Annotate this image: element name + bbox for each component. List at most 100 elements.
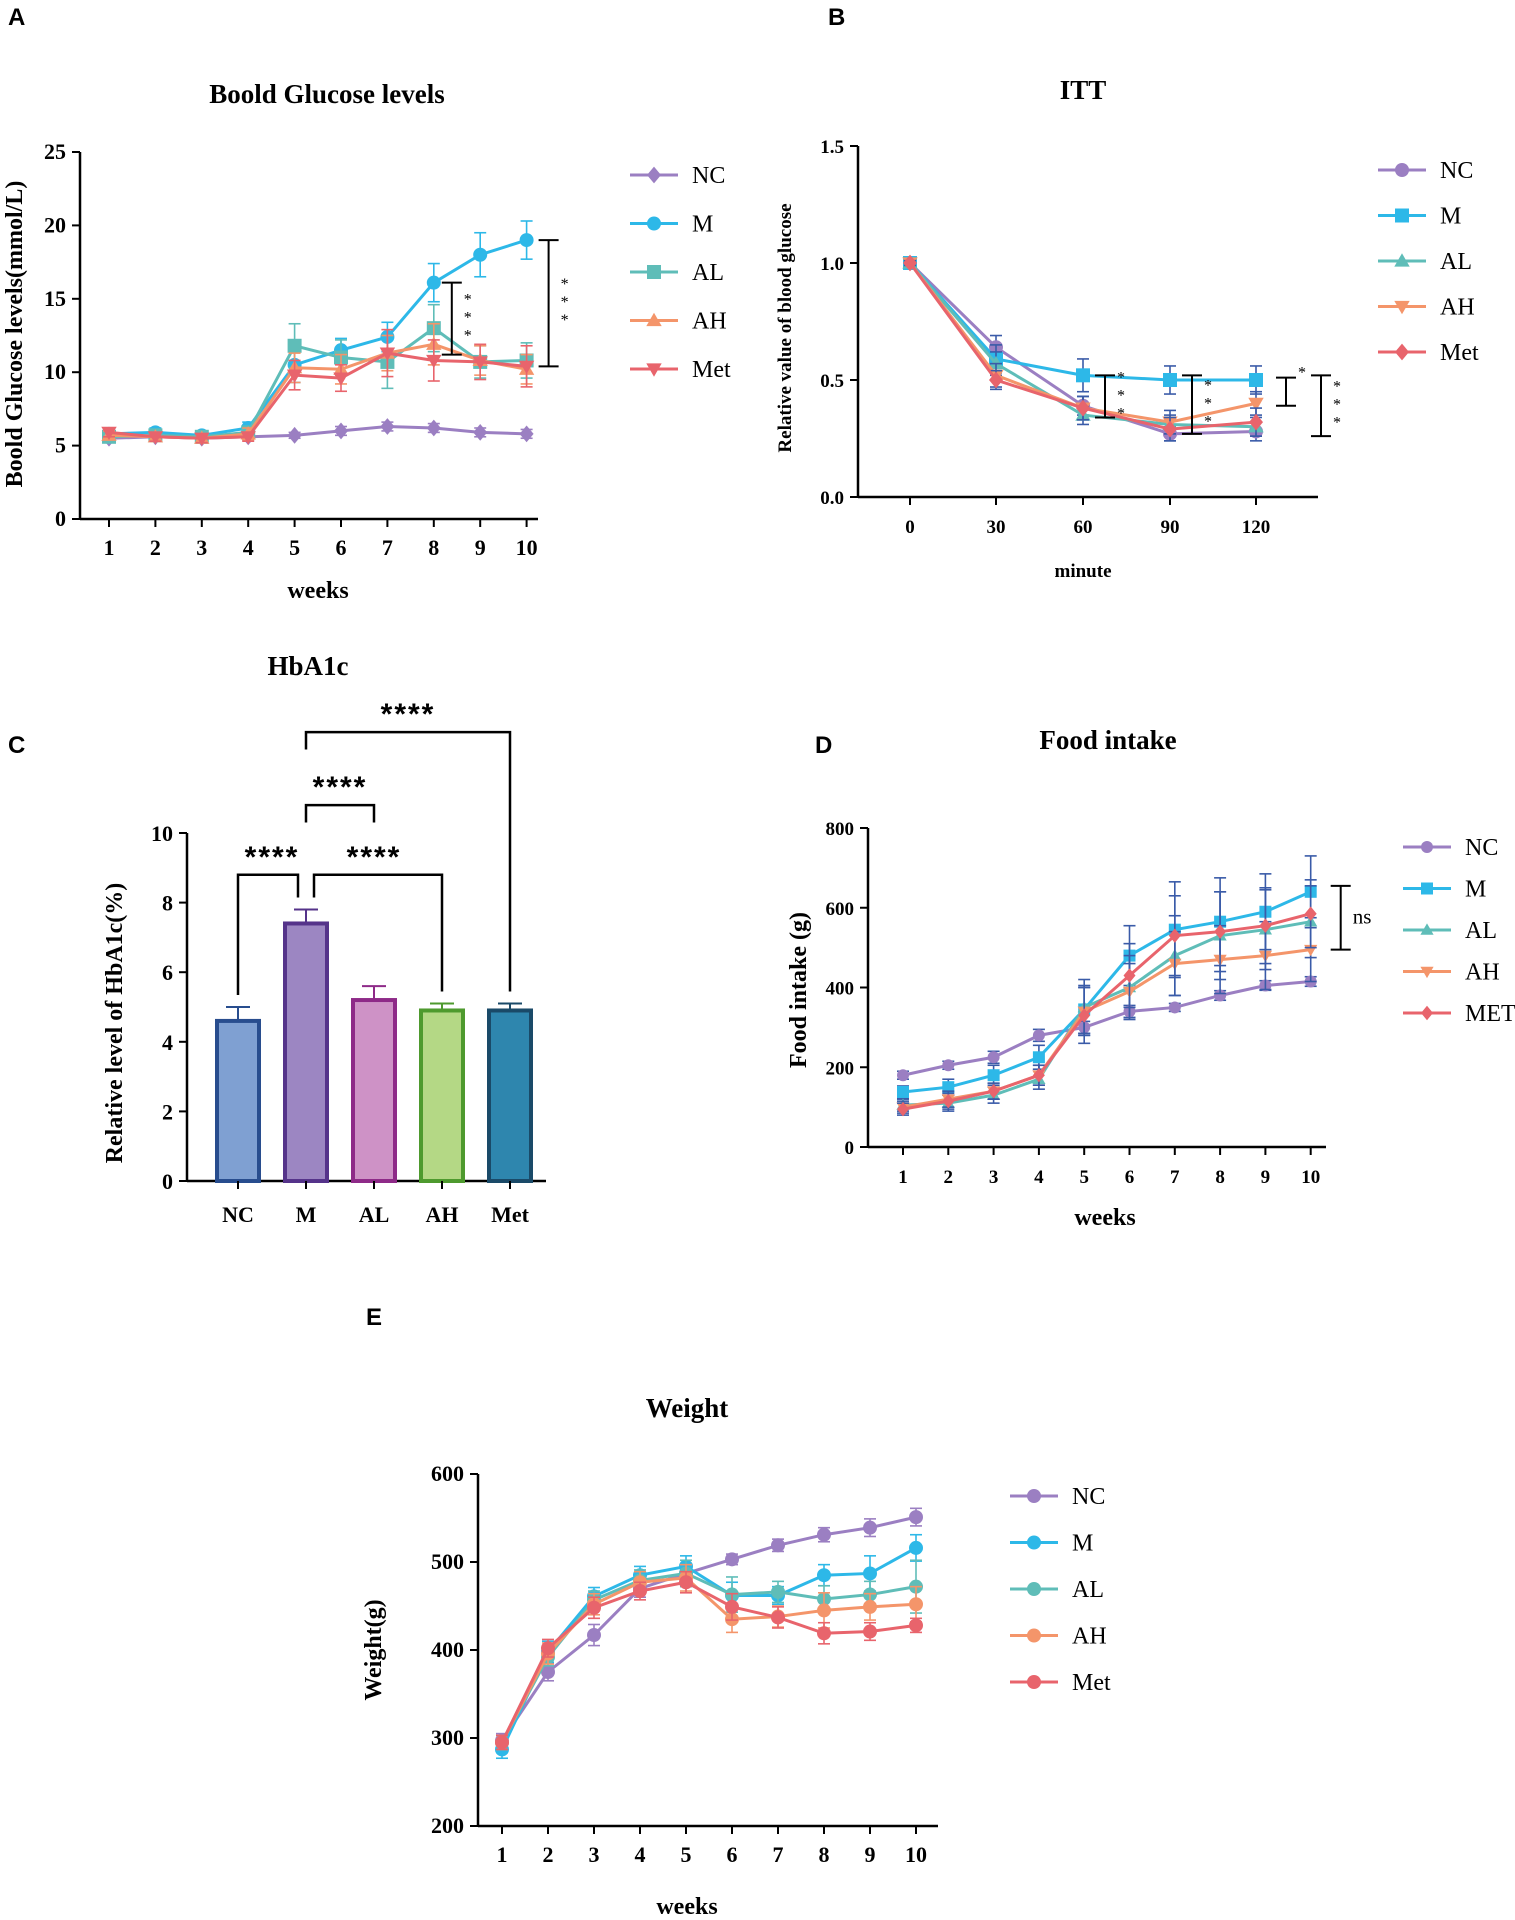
panel-c-significance-bracket: **** xyxy=(236,841,300,995)
panel-e-point-met xyxy=(679,1575,693,1590)
panel-e-y-tick-label: 500 xyxy=(431,1549,464,1574)
panel-a-x-axis-label: weeks xyxy=(287,578,348,604)
panel-a-point-met xyxy=(286,369,303,383)
panel-b-significance-bracket: * * * xyxy=(1182,374,1212,435)
panel-c-y-tick-label: 2 xyxy=(162,1099,173,1124)
panel-e-legend-label: M xyxy=(1072,1531,1093,1557)
panel-d-legend-marker xyxy=(1421,841,1433,853)
panel-d-series-line-met xyxy=(902,912,1312,1111)
panel-b-legend-marker xyxy=(1394,253,1410,267)
panel-b-legend-item-m: M xyxy=(1378,204,1461,230)
panel-a-point-nc xyxy=(473,423,488,441)
panel-b-significance-label: * * * xyxy=(1117,369,1125,422)
panel-b-title: ITT xyxy=(1060,75,1107,105)
panel-c-bar-nc xyxy=(215,1018,261,1183)
panel-d-title: Food intake xyxy=(1039,725,1176,755)
panel-c-y-tick-label: 10 xyxy=(151,821,173,846)
panel-d-point-m xyxy=(942,1081,955,1094)
panel-c-y-tick-label: 0 xyxy=(162,1169,173,1194)
panel-c-title: HbA1c xyxy=(268,651,349,681)
panel-d-legend-item-met: MET xyxy=(1403,1001,1515,1027)
panel-b-y-tick-label: 0.5 xyxy=(820,371,844,392)
panel-b-legend-marker xyxy=(1395,163,1409,177)
panel-c-x-tick-label: AL xyxy=(359,1202,390,1227)
panel-c-significance-label: **** xyxy=(313,771,368,804)
panel-a-x-tick-label: 2 xyxy=(150,535,161,560)
panel-a-x-tick-label: 1 xyxy=(104,535,115,560)
panel-b-point-met xyxy=(1076,399,1090,417)
panel-d-point-met xyxy=(1168,928,1181,943)
panel-a-legend-item-m: M xyxy=(630,212,713,238)
panel-b-x-axis-label: minute xyxy=(1055,561,1112,582)
panel-e-legend-item-m: M xyxy=(1010,1531,1093,1557)
panel-b-significance-label: * xyxy=(1298,365,1306,382)
panel-a-point-m xyxy=(473,247,488,262)
panel-a-legend-label: M xyxy=(692,212,713,238)
panel-e-point-m xyxy=(817,1568,831,1583)
panel-a-x-tick-label: 8 xyxy=(428,535,439,560)
panel-b-x-tick-label: 90 xyxy=(1161,517,1180,538)
panel-a-y-axis-label: Boold Glucose levels(mmol/L) xyxy=(2,181,28,488)
panel-d-x-tick-label: 9 xyxy=(1261,1167,1271,1188)
panel-e-series-ah xyxy=(495,1563,923,1751)
panel-b-legend-label: Met xyxy=(1440,340,1479,366)
panel-d-point-nc xyxy=(942,1059,955,1072)
panel-d-point-m xyxy=(987,1069,1000,1082)
panel-d-y-tick-label: 200 xyxy=(826,1058,855,1079)
panel-d-y-tick-label: 800 xyxy=(826,819,855,840)
panel-d-legend-label: AH xyxy=(1465,960,1500,986)
panel-a-x-tick-label: 4 xyxy=(243,535,254,560)
panel-b-y-axis-label: Relative value of blood glucose xyxy=(775,203,796,452)
panel-b-legend-label: NC xyxy=(1440,158,1473,184)
panel-e-point-nc xyxy=(909,1510,923,1525)
panel-a-legend-item-met: Met xyxy=(630,357,731,383)
panel-a-point-met xyxy=(333,372,349,386)
panel-a-y-tick-label: 25 xyxy=(44,139,66,164)
panel-a-legend-item-nc: NC xyxy=(630,163,725,189)
panel-e-point-met xyxy=(725,1599,739,1614)
panel-d-series-line-m xyxy=(902,890,1312,1094)
panel-e-y-tick-label: 600 xyxy=(431,1461,464,1486)
panel-a-legend-label: NC xyxy=(692,163,725,189)
panel-label-a: A xyxy=(8,4,25,31)
panel-e-legend-label: NC xyxy=(1072,1484,1105,1510)
panel-c-significance-label: **** xyxy=(245,841,300,874)
panel-c-y-tick-label: 6 xyxy=(162,960,173,985)
panel-e-series-al xyxy=(495,1559,923,1751)
panel-a-point-met xyxy=(472,356,488,370)
panel-a-point-nc xyxy=(287,426,302,444)
panel-d-point-m xyxy=(1032,1051,1045,1064)
panel-a-x-tick-label: 9 xyxy=(475,535,486,560)
panel-b-legend-item-ah: AH xyxy=(1378,295,1475,321)
panel-e-point-met xyxy=(863,1624,877,1639)
panel-e-y-axis-label: Weight(g) xyxy=(361,1599,387,1700)
panel-d-point-nc xyxy=(1214,989,1227,1002)
panel-a-y-tick-label: 15 xyxy=(44,286,66,311)
panel-b-point-m xyxy=(1163,373,1177,387)
panel-a-y-tick-label: 20 xyxy=(44,212,66,237)
panel-a-point-m xyxy=(519,233,534,248)
panel-e-y-tick-label: 200 xyxy=(431,1813,464,1838)
panel-e-series-met xyxy=(495,1570,923,1751)
panel-a-point-met xyxy=(147,431,164,445)
panel-c-bar-ah xyxy=(419,1008,465,1183)
panel-c-x-tick-label: AH xyxy=(426,1202,459,1227)
panel-e-legend-item-al: AL xyxy=(1010,1577,1104,1603)
panel-c-bracket-line xyxy=(236,873,300,995)
panel-a-point-met xyxy=(101,426,117,441)
panel-e-x-axis-label: weeks xyxy=(656,1894,717,1920)
panel-e-legend-label: AL xyxy=(1072,1577,1104,1603)
panel-a-series-line-met xyxy=(108,351,527,440)
panel-a-y-tick-label: 0 xyxy=(55,506,66,531)
panel-e-point-met xyxy=(633,1584,647,1599)
panel-b-legend-label: M xyxy=(1440,204,1461,230)
panel-d-legend-label: M xyxy=(1465,877,1486,903)
panel-d-series-met xyxy=(897,879,1317,1117)
panel-a-significance-bracket: * * * xyxy=(441,281,472,356)
panel-b-legend-item-nc: NC xyxy=(1378,158,1473,184)
panel-label-b: B xyxy=(828,4,845,31)
panel-b-legend-marker xyxy=(1395,208,1409,223)
panel-a-legend-item-al: AL xyxy=(630,260,724,286)
panel-c-bracket-line xyxy=(304,803,376,823)
